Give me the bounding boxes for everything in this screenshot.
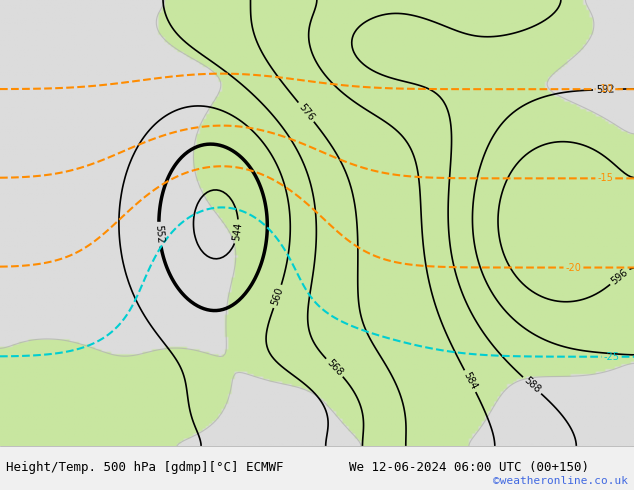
- Text: 552: 552: [153, 224, 165, 244]
- Text: 592: 592: [596, 84, 615, 95]
- Text: We 12-06-2024 06:00 UTC (00+150): We 12-06-2024 06:00 UTC (00+150): [349, 462, 589, 474]
- Text: Height/Temp. 500 hPa [gdmp][°C] ECMWF: Height/Temp. 500 hPa [gdmp][°C] ECMWF: [6, 462, 284, 474]
- Text: 568: 568: [325, 358, 344, 378]
- Text: ©weatheronline.co.uk: ©weatheronline.co.uk: [493, 476, 628, 486]
- Text: 588: 588: [522, 375, 542, 395]
- Text: -20: -20: [566, 263, 581, 272]
- Text: -25: -25: [604, 352, 619, 362]
- Text: -15: -15: [597, 173, 613, 183]
- Text: 560: 560: [270, 286, 285, 307]
- Text: 596: 596: [609, 267, 630, 286]
- Text: 584: 584: [462, 370, 479, 392]
- Text: 576: 576: [297, 102, 316, 122]
- Text: 544: 544: [231, 222, 244, 242]
- Text: -10: -10: [597, 84, 613, 94]
